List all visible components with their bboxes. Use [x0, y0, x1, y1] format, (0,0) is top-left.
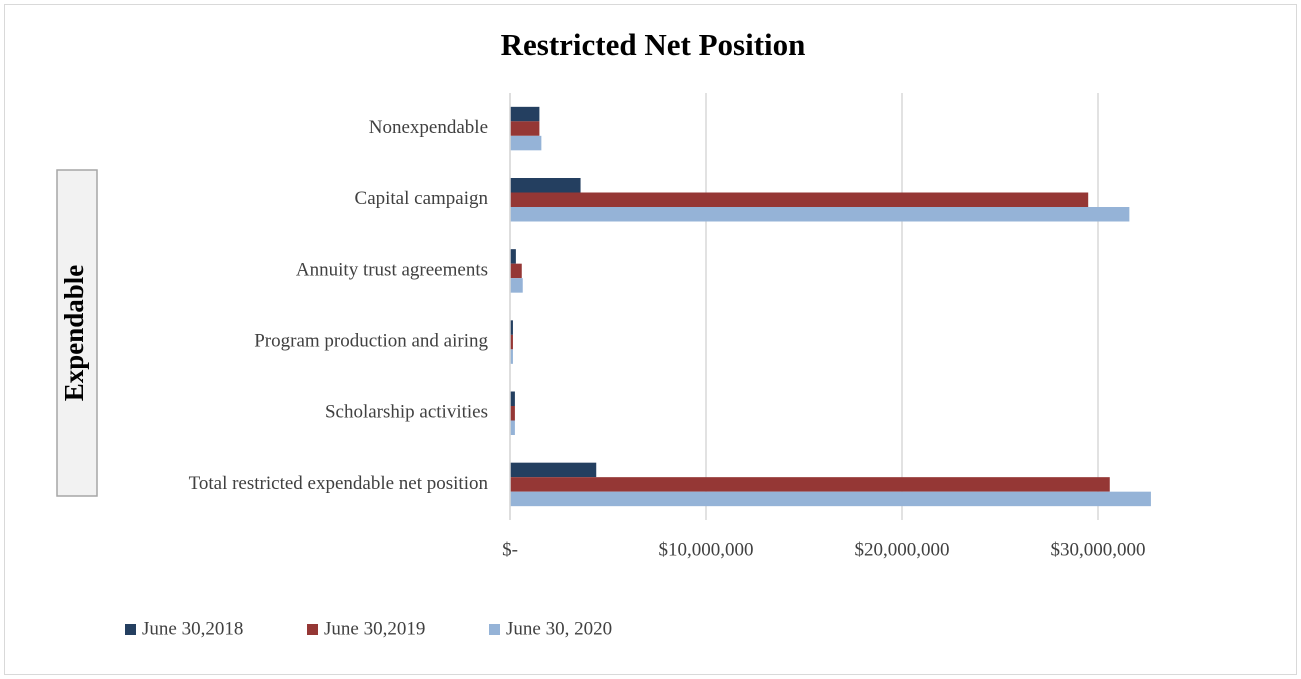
legend-label: June 30,2019 — [324, 618, 425, 639]
y-tick-label: Scholarship activities — [325, 402, 488, 423]
legend-label: June 30, 2020 — [506, 618, 612, 639]
legend-label: June 30,2018 — [142, 618, 243, 639]
y-tick-label: Annuity trust agreements — [296, 259, 488, 280]
x-tick-label: $10,000,000 — [659, 539, 754, 560]
bar — [510, 207, 1130, 222]
y-tick-label: Capital campaign — [355, 188, 489, 209]
y-tick-label: Nonexpendable — [369, 117, 488, 138]
chart-frame — [4, 4, 1297, 675]
bar — [510, 192, 1089, 207]
bar — [510, 334, 513, 350]
legend-swatch — [125, 624, 136, 635]
annotation: Expendable — [59, 265, 89, 402]
bar — [510, 249, 516, 264]
bar — [510, 391, 515, 406]
x-tick-label: $30,000,000 — [1051, 539, 1146, 560]
bar — [510, 477, 1110, 492]
y-tick-label: Program production and airing — [254, 330, 488, 351]
bar — [510, 121, 540, 136]
bar — [510, 462, 597, 478]
annotation-box — [56, 169, 98, 497]
bar — [510, 406, 515, 421]
chart-title: Restricted Net Position — [501, 27, 806, 62]
legend-swatch — [489, 624, 500, 635]
bar — [510, 178, 581, 193]
bar — [510, 320, 513, 335]
bar — [510, 135, 542, 151]
bar — [510, 491, 1151, 507]
x-tick-label: $- — [502, 539, 518, 560]
bar — [510, 106, 540, 122]
bar — [510, 278, 523, 293]
bar — [510, 349, 513, 364]
legend-swatch — [307, 624, 318, 635]
bar — [510, 420, 515, 435]
x-tick-label: $20,000,000 — [855, 539, 950, 560]
y-tick-label: Total restricted expendable net position — [189, 473, 489, 494]
bar — [510, 263, 522, 279]
